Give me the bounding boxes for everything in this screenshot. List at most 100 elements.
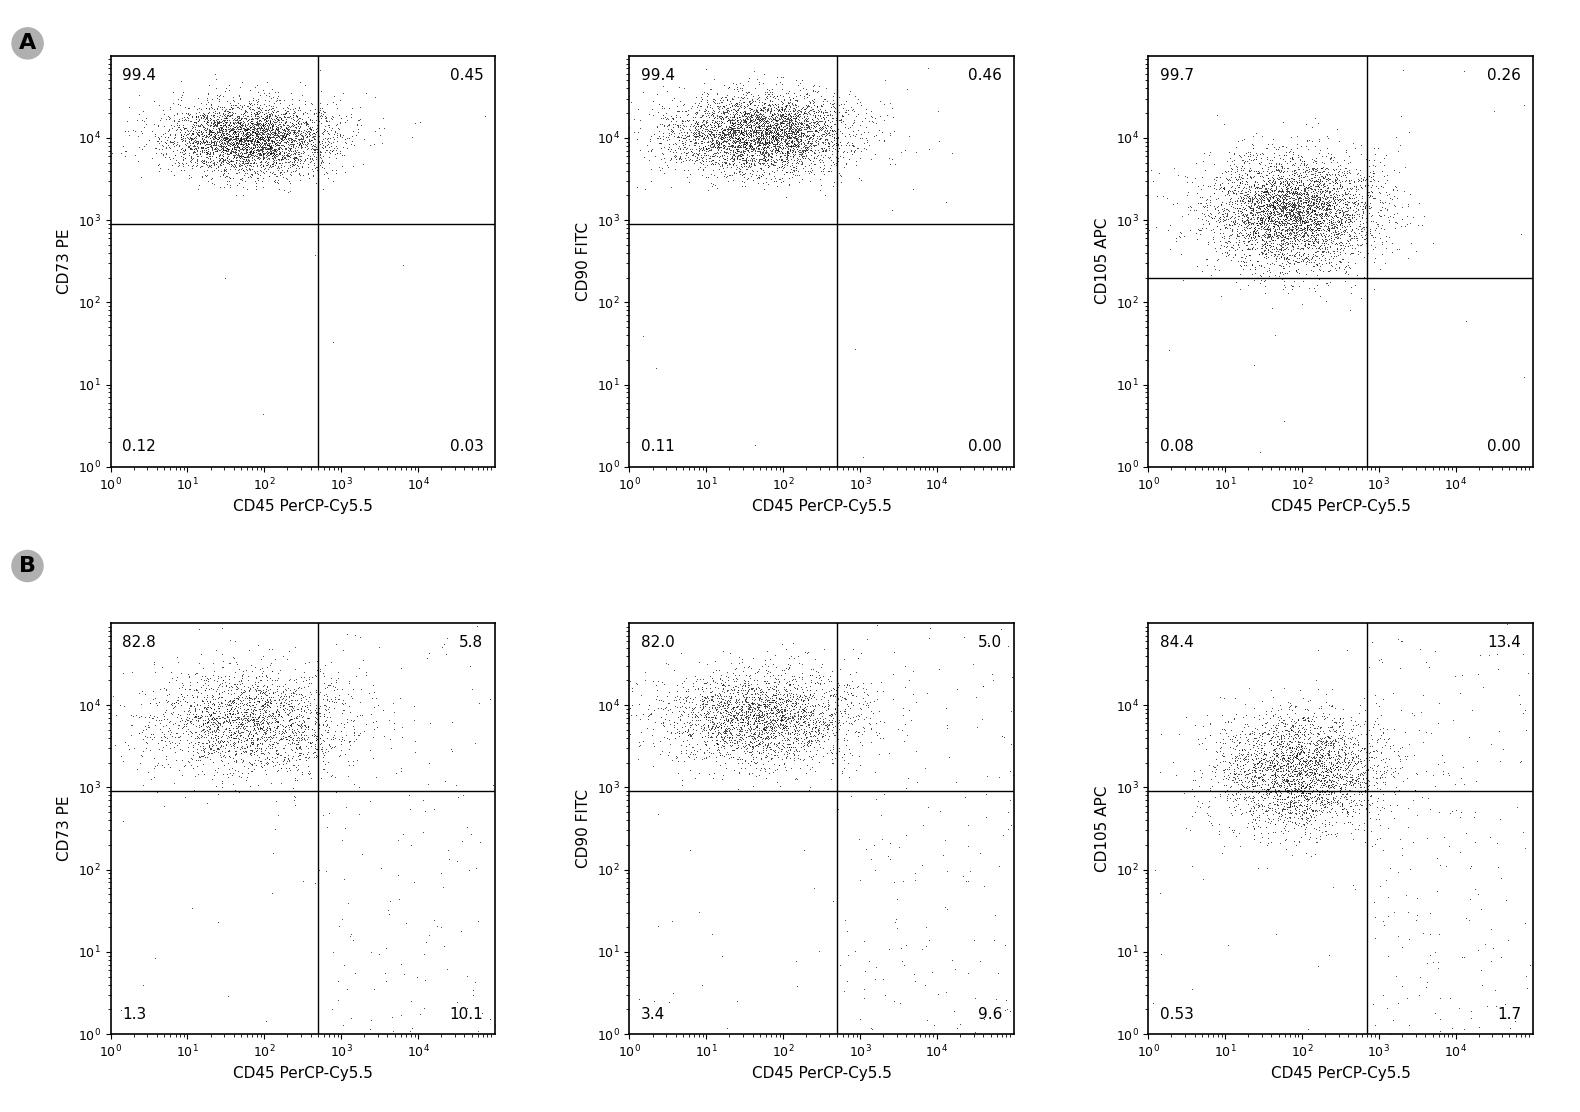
Point <box>288 737 313 755</box>
Point <box>1286 733 1311 751</box>
Point <box>683 128 708 146</box>
Point <box>1281 749 1307 767</box>
Point <box>686 126 711 143</box>
Point <box>942 1003 967 1021</box>
Point <box>690 708 716 726</box>
Point <box>1285 196 1310 214</box>
Point <box>182 132 207 150</box>
Point <box>624 674 649 692</box>
Point <box>1247 203 1272 221</box>
Point <box>262 126 288 143</box>
Point <box>763 96 788 113</box>
Point <box>779 127 804 145</box>
Point <box>1224 240 1250 258</box>
Point <box>1286 737 1311 755</box>
Point <box>281 117 307 135</box>
Point <box>1326 162 1351 180</box>
Point <box>349 845 374 863</box>
Point <box>237 142 262 160</box>
Point <box>1289 828 1315 846</box>
Point <box>735 714 760 732</box>
Point <box>210 672 235 689</box>
Point <box>1267 212 1292 230</box>
Point <box>720 157 746 175</box>
Point <box>264 153 289 171</box>
Point <box>735 702 760 719</box>
Point <box>246 738 272 756</box>
Point <box>164 718 190 736</box>
Point <box>1389 210 1414 228</box>
Point <box>213 82 239 100</box>
Point <box>215 126 240 143</box>
Point <box>750 129 776 147</box>
Point <box>1376 729 1401 747</box>
Point <box>804 98 830 116</box>
Point <box>270 128 295 146</box>
Point <box>766 170 792 188</box>
Point <box>1234 201 1259 219</box>
Point <box>1307 765 1332 783</box>
Point <box>131 776 156 794</box>
Point <box>1327 240 1352 258</box>
Point <box>1242 758 1267 776</box>
Point <box>186 138 212 156</box>
Point <box>858 675 883 693</box>
Point <box>1332 166 1357 183</box>
Point <box>278 716 303 734</box>
Point <box>1281 777 1307 795</box>
Point <box>234 140 259 158</box>
Point <box>265 127 291 145</box>
Point <box>1280 150 1305 168</box>
Point <box>727 724 752 742</box>
Point <box>1251 227 1277 245</box>
Point <box>272 91 297 109</box>
Point <box>1224 751 1250 768</box>
Point <box>1308 225 1334 242</box>
Point <box>1310 748 1335 766</box>
Point <box>1250 716 1275 734</box>
Point <box>270 708 295 726</box>
Point <box>768 709 793 727</box>
Point <box>218 119 243 137</box>
Point <box>1256 165 1281 182</box>
Point <box>201 754 226 772</box>
Point <box>318 729 343 747</box>
Point <box>248 683 273 701</box>
Point <box>660 913 686 931</box>
Point <box>1199 816 1224 834</box>
Point <box>1240 751 1266 768</box>
Point <box>752 728 777 746</box>
Point <box>817 113 842 131</box>
Point <box>1296 813 1321 831</box>
Point <box>231 113 256 131</box>
Point <box>774 143 799 161</box>
Point <box>793 764 818 782</box>
Point <box>714 709 739 727</box>
Point <box>713 715 738 733</box>
Point <box>1286 763 1311 781</box>
Point <box>269 731 294 748</box>
Point <box>262 116 288 133</box>
Point <box>709 119 735 137</box>
Point <box>1373 871 1398 888</box>
Point <box>1256 192 1281 210</box>
Point <box>739 120 765 138</box>
Point <box>308 725 333 743</box>
Point <box>795 85 820 102</box>
Point <box>773 107 798 125</box>
Point <box>679 701 705 718</box>
Point <box>670 115 695 132</box>
Point <box>210 120 235 138</box>
Point <box>158 150 183 168</box>
Point <box>1337 259 1362 277</box>
Point <box>703 699 728 717</box>
Point <box>703 706 728 724</box>
Point <box>1272 728 1297 746</box>
Point <box>1243 172 1269 190</box>
Point <box>1150 187 1176 205</box>
Point <box>235 120 261 138</box>
Point <box>781 158 806 176</box>
Point <box>750 155 776 172</box>
Point <box>223 152 248 170</box>
Point <box>1262 767 1288 785</box>
